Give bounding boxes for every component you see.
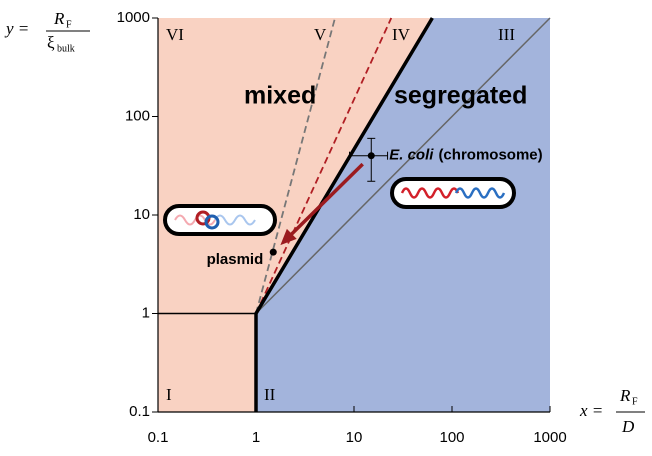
boundary-line bbox=[255, 17, 393, 314]
point-label-italic: E. coli bbox=[389, 147, 434, 164]
x-axis-label: x = R F D bbox=[579, 386, 645, 436]
label-part: R bbox=[619, 386, 631, 405]
x-tick-label: 100 bbox=[439, 429, 464, 446]
mixed-icon bbox=[163, 204, 277, 236]
boundary-line bbox=[255, 17, 551, 315]
point-label: E. coli (chromosome) bbox=[389, 147, 542, 164]
arrow-head bbox=[280, 228, 297, 246]
label-part: F bbox=[66, 19, 72, 30]
label-part: y = bbox=[4, 19, 29, 38]
y-tick-label: 1 bbox=[142, 304, 150, 321]
region-label: IV bbox=[392, 25, 411, 44]
region-label: III bbox=[498, 25, 515, 44]
segregated-icon bbox=[390, 177, 516, 209]
segregated-region bbox=[256, 18, 550, 412]
region-name: mixed bbox=[244, 82, 316, 110]
y-tick-label: 100 bbox=[125, 107, 150, 124]
region-label: V bbox=[314, 25, 327, 44]
label-part: ξ bbox=[47, 33, 55, 52]
x-tick-label: 10 bbox=[346, 429, 363, 446]
boundary-line bbox=[254, 17, 434, 412]
point-label-rest: (chromosome) bbox=[438, 147, 542, 164]
data-point bbox=[269, 248, 277, 256]
data-point bbox=[367, 152, 375, 160]
y-tick-label: 1000 bbox=[117, 9, 150, 26]
y-axis-label: y = R F ξ bulk bbox=[4, 9, 90, 54]
x-tick-label: 0.1 bbox=[148, 429, 169, 446]
boundary-line bbox=[255, 17, 336, 314]
label-part: R bbox=[53, 9, 65, 28]
y-tick-label: 0.1 bbox=[129, 403, 150, 420]
region-label: VI bbox=[166, 25, 184, 44]
region-label: I bbox=[166, 385, 172, 404]
label-part: x = bbox=[579, 401, 603, 420]
region-label: II bbox=[264, 385, 276, 404]
label-part: D bbox=[621, 417, 635, 436]
label-part: bulk bbox=[57, 43, 75, 54]
point-label: plasmid bbox=[207, 251, 264, 268]
region-name: segregated bbox=[394, 82, 527, 110]
arrow bbox=[286, 162, 364, 240]
label-part: F bbox=[632, 396, 638, 407]
y-tick-label: 10 bbox=[133, 206, 150, 223]
x-tick-label: 1 bbox=[252, 429, 260, 446]
x-tick-label: 1000 bbox=[533, 429, 566, 446]
